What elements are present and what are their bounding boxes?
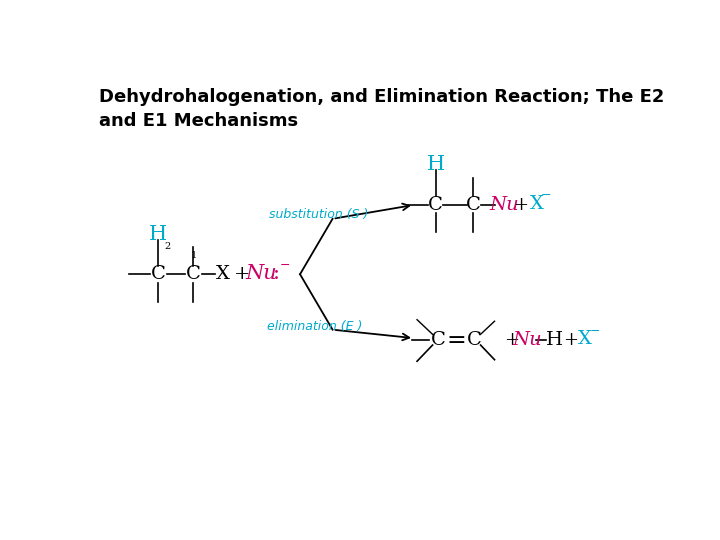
Text: C: C [428,196,443,214]
Text: H: H [149,225,167,244]
Text: C: C [431,330,446,349]
Text: substitution (S ): substitution (S ) [269,208,369,221]
Text: +: + [513,196,528,214]
Text: −: − [589,325,600,338]
Text: 1: 1 [191,251,197,260]
Text: elimination (E ): elimination (E ) [267,320,362,333]
Text: Nu: Nu [246,264,277,283]
Text: H: H [546,330,563,349]
Text: X: X [529,195,544,213]
Text: −: − [280,259,290,272]
Text: +: + [234,265,250,284]
Text: C: C [465,196,480,214]
Text: −: − [541,189,551,202]
Text: X: X [578,330,592,348]
Text: C: C [467,330,482,349]
Text: Nu: Nu [513,330,542,349]
Text: :: : [273,264,280,283]
Text: +: + [504,330,519,349]
Text: X: X [215,265,230,284]
Text: =: = [446,329,467,352]
Text: Nu: Nu [489,196,518,214]
Text: 2: 2 [164,242,171,251]
Text: C: C [186,265,200,284]
Text: +: + [563,330,578,349]
Text: H: H [426,156,445,174]
Text: Dehydrohalogenation, and Elimination Reaction; The E2
and E1 Mechanisms: Dehydrohalogenation, and Elimination Rea… [99,88,665,130]
Text: C: C [150,265,166,284]
